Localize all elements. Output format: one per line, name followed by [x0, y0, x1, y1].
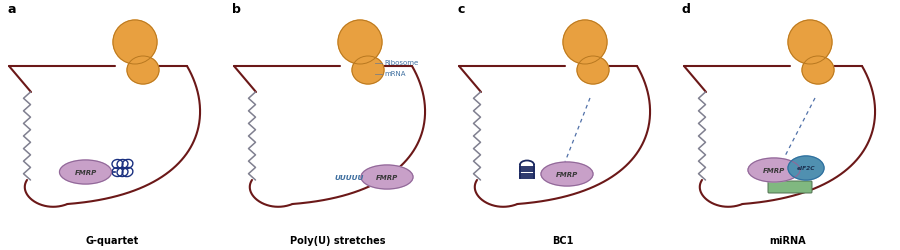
Ellipse shape	[338, 21, 382, 65]
Text: a: a	[7, 3, 15, 16]
Text: Ribosome: Ribosome	[384, 60, 419, 66]
Text: FMRP: FMRP	[763, 167, 785, 173]
Ellipse shape	[802, 57, 834, 85]
Ellipse shape	[788, 156, 824, 180]
Ellipse shape	[352, 57, 384, 85]
Ellipse shape	[788, 21, 832, 65]
Ellipse shape	[541, 162, 593, 186]
Text: eIF2C: eIF2C	[796, 166, 815, 171]
Text: miRNA: miRNA	[770, 235, 806, 245]
Text: d: d	[682, 3, 691, 16]
Ellipse shape	[748, 158, 800, 182]
Ellipse shape	[127, 57, 159, 85]
Text: FMRP: FMRP	[75, 169, 96, 175]
Text: BC1: BC1	[552, 235, 573, 245]
Text: FMRP: FMRP	[376, 174, 398, 180]
FancyBboxPatch shape	[768, 181, 812, 193]
Text: mRNA: mRNA	[384, 71, 406, 77]
Ellipse shape	[577, 57, 609, 85]
Ellipse shape	[563, 21, 607, 65]
Ellipse shape	[113, 21, 157, 65]
Text: b: b	[232, 3, 241, 16]
Ellipse shape	[59, 160, 112, 184]
Text: c: c	[457, 3, 464, 16]
Ellipse shape	[361, 165, 413, 189]
Text: UUUUU: UUUUU	[334, 174, 364, 180]
Text: Poly(U) stretches: Poly(U) stretches	[290, 235, 385, 245]
Text: FMRP: FMRP	[556, 171, 578, 177]
Text: G-quartet: G-quartet	[86, 235, 140, 245]
